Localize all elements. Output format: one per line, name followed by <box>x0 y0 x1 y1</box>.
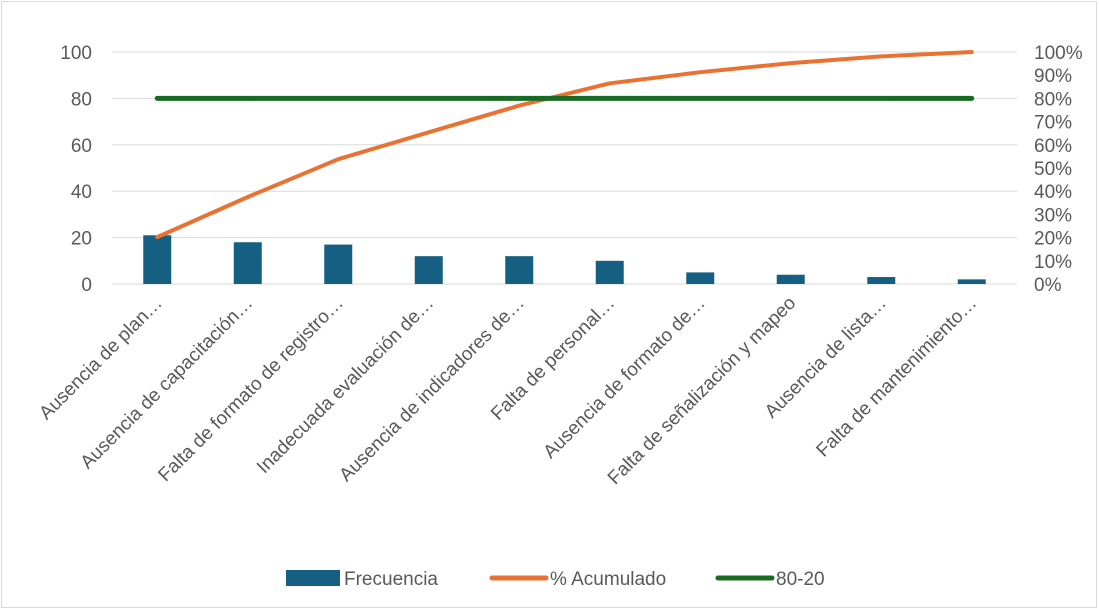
bar-frecuencia <box>867 277 896 284</box>
y-tick-label-right: 10% <box>1034 252 1072 273</box>
y-axis-right: 0%10%20% 30%40%50%60%70% 80%90%100% <box>1034 43 1083 296</box>
x-category-label: Ausencia de formato de… <box>540 293 710 463</box>
line-acumulado <box>155 50 974 240</box>
y-tick-label-right: 40% <box>1034 182 1072 203</box>
x-category-label: Falta de señalización y mapeo <box>604 293 800 489</box>
bar-frecuencia <box>414 256 443 284</box>
x-category-label: Falta de mantenimiento… <box>813 293 982 462</box>
bar-series <box>143 235 986 284</box>
x-category-label: Ausencia de capacitación… <box>77 293 258 474</box>
x-category-label: Falta de formato de registro… <box>154 293 347 486</box>
legend-swatch-frecuencia <box>286 570 340 586</box>
bar-frecuencia <box>776 274 805 284</box>
y-tick-label-right: 30% <box>1034 205 1072 226</box>
y-tick-label-left: 0 <box>81 275 92 296</box>
x-axis: Ausencia de plan…Ausencia de capacitació… <box>35 293 981 489</box>
bar-frecuencia <box>324 244 353 284</box>
bar-frecuencia <box>505 256 534 284</box>
y-tick-label-left: 80 <box>71 89 92 110</box>
y-tick-label-left: 20 <box>71 229 92 250</box>
y-tick-label-right: 50% <box>1034 159 1072 180</box>
bar-frecuencia <box>143 235 172 284</box>
y-tick-label-right: 90% <box>1034 66 1072 87</box>
legend-label: % Acumulado <box>550 569 666 590</box>
y-tick-label-left: 100 <box>60 43 92 64</box>
legend-label: 80-20 <box>776 569 825 590</box>
y-tick-label-right: 0% <box>1034 275 1062 296</box>
legend-label: Frecuencia <box>344 569 438 590</box>
bar-frecuencia <box>595 260 624 284</box>
y-tick-label-right: 70% <box>1034 113 1072 134</box>
bar-frecuencia <box>233 242 262 284</box>
y-tick-label-right: 100% <box>1034 43 1083 64</box>
y-tick-label-right: 80% <box>1034 89 1072 110</box>
legend: Frecuencia % Acumulado 80-20 <box>286 569 825 590</box>
line-series <box>154 50 975 240</box>
x-category-label: Ausencia de indicadores de… <box>335 293 528 486</box>
y-tick-label-right: 20% <box>1034 229 1072 250</box>
y-tick-label-right: 60% <box>1034 136 1072 157</box>
y-tick-label-left: 40 <box>71 182 92 203</box>
bar-frecuencia <box>686 272 715 284</box>
y-tick-label-left: 60 <box>71 136 92 157</box>
y-axis-left: 0 20 40 60 80 100 <box>60 43 92 296</box>
bar-frecuencia <box>957 279 986 284</box>
x-category-label: Inadecuada evaluación de… <box>253 293 438 478</box>
